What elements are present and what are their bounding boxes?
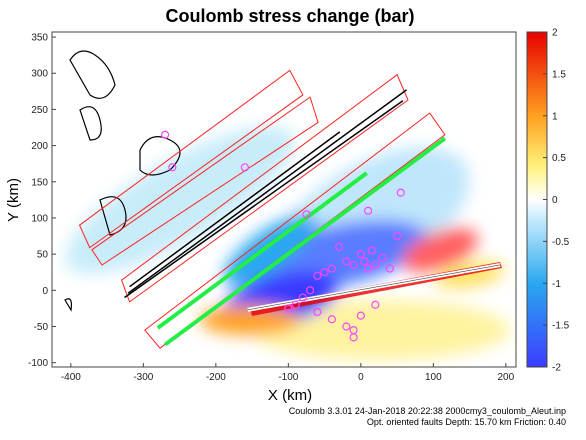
y-tick-label: -50 [34,322,49,333]
x-tick-label: -100 [278,372,298,383]
earthquake [360,257,369,266]
earthquake [313,307,322,317]
footer-line: Opt. oriented faults Depth: 15.70 km Fri… [367,417,566,427]
earthquake [306,286,315,295]
x-axis-label: X (km) [268,387,312,404]
earthquake [393,231,402,241]
fault-line [124,100,404,299]
earthquake [327,315,336,324]
earthquake [396,188,405,197]
earthquake [327,264,336,273]
y-tick-label: 50 [37,250,49,261]
colorbar-tick-label: 2 [552,28,558,39]
earthquake [364,206,373,215]
receiver-fault [163,136,447,347]
chart-title: Coulomb stress change (bar) [165,6,414,26]
earthquake [302,210,311,219]
y-tick-label: 150 [31,177,48,188]
earthquake [342,322,351,331]
y-tick-label: 0 [42,286,48,297]
colorbar-tick-label: 1 [552,111,558,122]
earthquake [364,264,373,273]
y-tick-label: 300 [31,69,48,80]
earthquake [385,264,394,273]
earthquake [342,257,351,266]
earthquake [356,311,365,320]
earthquake [349,333,358,342]
y-tick-label: 200 [31,141,48,152]
earthquake [356,250,365,259]
fault-box [121,73,409,303]
earthquake [240,163,249,172]
earthquake [371,300,380,309]
overlays [78,69,501,349]
earthquake [371,260,380,270]
y-axis-label: Y (km) [5,178,22,222]
earthquake [284,304,293,313]
fault-box [78,69,304,249]
receiver-fault [156,171,368,330]
x-tick-label: -300 [133,372,153,383]
y-tick-label: 350 [31,33,48,44]
colorbar-tick-label: -1.5 [552,321,570,332]
earthquake [168,163,177,172]
x-tick-label: 100 [425,372,442,383]
earthquake [349,260,358,270]
colorbar-tick-label: 0.5 [552,153,566,164]
y-tick-label: 250 [31,105,48,116]
x-tick-label: -400 [61,372,81,383]
x-tick-label: 0 [358,372,364,383]
earthquake [291,300,300,309]
colorbar-tick-label: 0 [552,195,558,206]
y-tick-label: -100 [28,358,48,369]
stress-field [52,32,516,367]
footer-line: Coulomb 3.3.01 24-Jan-2018 20:22:38 2000… [289,406,566,416]
earthquake [367,246,376,255]
colorbar-tick-label: -2 [552,363,561,374]
y-tick-label: 100 [31,213,48,224]
fault-line [129,131,341,288]
earthquake [378,253,387,262]
earthquake [298,293,307,302]
x-tick-label: 200 [498,372,515,383]
rupture-edge [247,264,501,311]
fault-line [127,89,407,294]
fault-box [144,112,446,349]
x-tick-label: -200 [206,372,226,383]
earthquake [335,242,344,251]
earthquake [313,271,322,280]
colorbar-tick-label: -0.5 [552,237,570,248]
earthquake [161,130,170,139]
fault-box [91,96,319,266]
plot-frame [51,31,517,368]
colorbar-tick-label: 1.5 [552,69,566,80]
earthquake [320,268,329,277]
colorbar-tick-label: -1 [552,279,561,290]
